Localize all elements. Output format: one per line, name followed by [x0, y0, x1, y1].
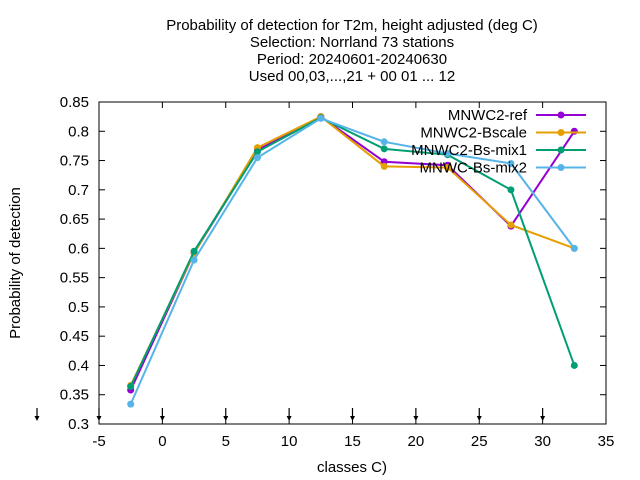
- data-point: [190, 247, 198, 255]
- data-point: [444, 150, 452, 158]
- series-mnwc2-bs-mix1: [127, 114, 578, 391]
- class-arrow-head: [413, 416, 419, 421]
- class-arrow-head: [286, 416, 292, 421]
- y-tick-label: 0.8: [68, 123, 89, 140]
- class-arrow-head: [476, 416, 482, 421]
- legend-marker: [557, 111, 565, 119]
- x-tick-label: 0: [158, 433, 166, 450]
- title-line: Selection: Norrland 73 stations: [250, 34, 454, 51]
- y-axis-label: Probability of detection: [7, 187, 24, 339]
- x-tick-label: 35: [598, 433, 615, 450]
- legend-label: MNWC2-Bscale: [420, 125, 527, 142]
- y-tick-label: 0.4: [68, 357, 89, 374]
- class-arrow-head: [540, 416, 546, 421]
- y-tick-label: 0.5: [68, 299, 89, 316]
- y-tick-label: 0.35: [60, 387, 89, 404]
- data-point: [253, 148, 261, 156]
- data-point: [253, 154, 261, 162]
- y-tick-label: 0.6: [68, 240, 89, 257]
- y-tick-label: 0.55: [60, 270, 89, 287]
- data-point: [380, 145, 388, 153]
- class-arrow-head: [34, 416, 40, 421]
- data-point: [570, 244, 578, 252]
- x-tick-label: -5: [92, 433, 105, 450]
- y-tick-label: 0.7: [68, 182, 89, 199]
- data-point: [190, 256, 198, 264]
- legend-marker: [557, 129, 565, 136]
- class-arrow-markers: [34, 408, 546, 421]
- x-tick-label: 30: [534, 433, 551, 450]
- legend-marker: [557, 164, 565, 171]
- data-point: [380, 162, 388, 170]
- y-tick-label: 0.85: [60, 94, 89, 111]
- series-mnwc-bs-mix2: [127, 114, 578, 408]
- class-arrow-head: [350, 416, 355, 421]
- data-point: [507, 221, 515, 229]
- legend-label: MNWC2-Bs-mix1: [411, 142, 527, 159]
- legend-marker: [557, 146, 565, 154]
- plot-frame: [98, 101, 607, 425]
- data-point: [507, 159, 515, 167]
- data-point: [570, 127, 578, 135]
- y-tick-label: 0.3: [68, 416, 89, 433]
- class-arrow-head: [96, 416, 102, 421]
- legend-label: MNWC-Bs-mix2: [420, 160, 527, 177]
- plot-border: [98, 101, 607, 425]
- legend: MNWC2-refMNWC2-BscaleMNWC2-Bs-mix1MNWC-B…: [411, 107, 586, 177]
- x-tick-label: 25: [471, 433, 488, 450]
- y-tick-label: 0.65: [60, 211, 89, 228]
- data-point: [570, 361, 578, 369]
- y-tick-label: 0.75: [60, 153, 89, 170]
- title-line: Probability of detection for T2m, height…: [166, 17, 538, 34]
- axis-ticks: 0.3 0.35 0.4 0.45 0.5 0.55 0.6 0.65 0.7 0.75 0.8 0.…: [60, 94, 615, 450]
- data-point: [127, 400, 135, 408]
- y-tick-label: 0.45: [60, 328, 89, 345]
- class-arrow-head: [223, 416, 229, 421]
- x-tick-label: 15: [344, 433, 361, 450]
- series-line: [129, 116, 576, 387]
- data-point: [444, 164, 452, 172]
- legend-label: MNWC2-ref: [448, 107, 528, 124]
- x-tick-label: 10: [281, 433, 298, 450]
- class-arrow-head: [159, 416, 165, 421]
- chart-title: Probability of detection for T2m, height…: [166, 17, 538, 85]
- data-point: [380, 138, 388, 146]
- data-point: [317, 114, 325, 122]
- x-tick-label: 5: [222, 433, 230, 450]
- x-tick-label: 20: [408, 433, 425, 450]
- title-line: Used 00,03,...,21 + 00 01 ... 12: [249, 68, 455, 85]
- data-point: [127, 383, 135, 391]
- series-layer: [127, 113, 578, 408]
- x-axis-label: classes C): [317, 459, 387, 476]
- data-point: [507, 186, 515, 194]
- title-line: Period: 20240601-20240630: [257, 51, 447, 68]
- series-line: [129, 117, 576, 405]
